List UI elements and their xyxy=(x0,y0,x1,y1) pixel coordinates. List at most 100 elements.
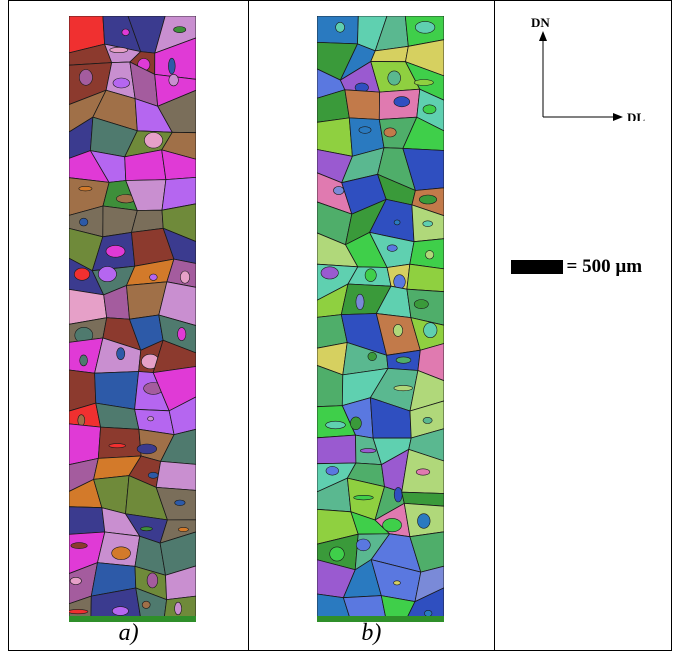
dn-arrow-icon xyxy=(538,31,547,41)
grain xyxy=(159,428,196,465)
small-grain xyxy=(177,327,187,341)
grain xyxy=(406,263,445,293)
small-grain xyxy=(178,527,189,532)
small-grain xyxy=(393,324,404,337)
grain xyxy=(414,565,445,603)
grain xyxy=(402,147,445,191)
grain xyxy=(401,491,445,507)
small-grain xyxy=(423,322,438,339)
small-grain xyxy=(367,351,378,361)
small-grain xyxy=(108,443,126,449)
small-grain xyxy=(358,126,372,134)
small-grain xyxy=(325,420,346,430)
small-grain xyxy=(180,270,191,284)
grain xyxy=(152,339,196,374)
grain xyxy=(157,89,196,134)
grain xyxy=(343,595,388,622)
map-bottom-strip xyxy=(317,616,445,622)
grain xyxy=(417,343,445,382)
small-grain xyxy=(417,513,431,529)
small-grain xyxy=(396,356,412,364)
small-grain xyxy=(333,186,345,195)
small-grain xyxy=(329,546,345,562)
small-grain xyxy=(112,77,130,89)
small-grain xyxy=(356,538,371,552)
small-grain xyxy=(393,385,414,392)
grain xyxy=(152,366,196,412)
panel-a-cell: a) xyxy=(7,0,250,651)
small-grain xyxy=(146,572,158,589)
grain xyxy=(154,16,196,54)
small-grain xyxy=(355,293,365,310)
small-grain xyxy=(112,606,129,616)
grain xyxy=(69,595,92,622)
small-grain xyxy=(174,499,186,506)
grain xyxy=(161,203,196,243)
small-grain xyxy=(422,104,437,115)
grain xyxy=(154,37,196,80)
map-bottom-strip xyxy=(69,616,196,622)
grain xyxy=(409,531,445,573)
small-grain xyxy=(360,448,377,454)
grain xyxy=(168,396,196,436)
small-grain xyxy=(393,580,401,586)
small-grain xyxy=(168,73,179,87)
small-grain xyxy=(79,217,89,227)
scale-bar-text: = 500 µm xyxy=(566,256,643,277)
small-grain xyxy=(105,245,126,258)
small-grain xyxy=(365,268,377,282)
grain xyxy=(402,116,445,151)
small-grain xyxy=(98,266,117,282)
small-grain xyxy=(320,266,339,280)
small-grain xyxy=(350,416,362,430)
small-grain xyxy=(393,96,411,108)
small-grain xyxy=(121,28,130,36)
small-grain xyxy=(116,347,126,361)
small-grain xyxy=(70,542,88,549)
panel-a-label: a) xyxy=(118,620,139,646)
grain xyxy=(405,39,445,77)
legend-cell: DN DL = 500 µm xyxy=(493,0,673,651)
small-grain xyxy=(109,46,129,53)
grain xyxy=(90,587,142,622)
small-grain xyxy=(140,526,153,532)
small-grain xyxy=(415,21,436,34)
small-grain xyxy=(414,299,429,309)
small-grain xyxy=(416,468,431,476)
grain xyxy=(165,565,196,601)
grain xyxy=(159,531,196,576)
small-grain xyxy=(387,244,398,252)
ebsd-map-a xyxy=(69,16,196,622)
figure-table: a) b) DN DL = 500 µm xyxy=(7,0,673,651)
small-grain xyxy=(414,79,434,86)
small-grain xyxy=(111,546,131,560)
scale-bar-group: = 500 µm xyxy=(510,256,643,278)
grain xyxy=(317,593,352,622)
grain xyxy=(317,434,357,465)
small-grain xyxy=(424,610,433,617)
small-grain xyxy=(335,22,346,33)
small-grain xyxy=(69,609,89,615)
grain xyxy=(69,506,106,535)
small-grain xyxy=(147,416,154,422)
small-grain xyxy=(78,186,93,192)
panel-b-label: b) xyxy=(361,620,382,646)
grain xyxy=(404,587,445,622)
small-grain xyxy=(422,416,433,424)
small-grain xyxy=(69,577,82,585)
small-grain xyxy=(141,600,151,609)
small-grain xyxy=(419,194,438,205)
grain xyxy=(97,426,142,459)
small-grain xyxy=(425,250,435,260)
small-grain xyxy=(173,26,187,33)
small-grain xyxy=(144,132,163,149)
small-grain xyxy=(174,601,182,616)
ebsd-map-b xyxy=(317,16,445,622)
grain xyxy=(155,460,196,491)
panel-b-cell: b) xyxy=(248,0,495,651)
small-grain xyxy=(422,220,434,227)
grain xyxy=(158,281,196,327)
small-grain xyxy=(383,127,397,138)
small-grain xyxy=(325,466,340,476)
grain xyxy=(161,176,196,211)
